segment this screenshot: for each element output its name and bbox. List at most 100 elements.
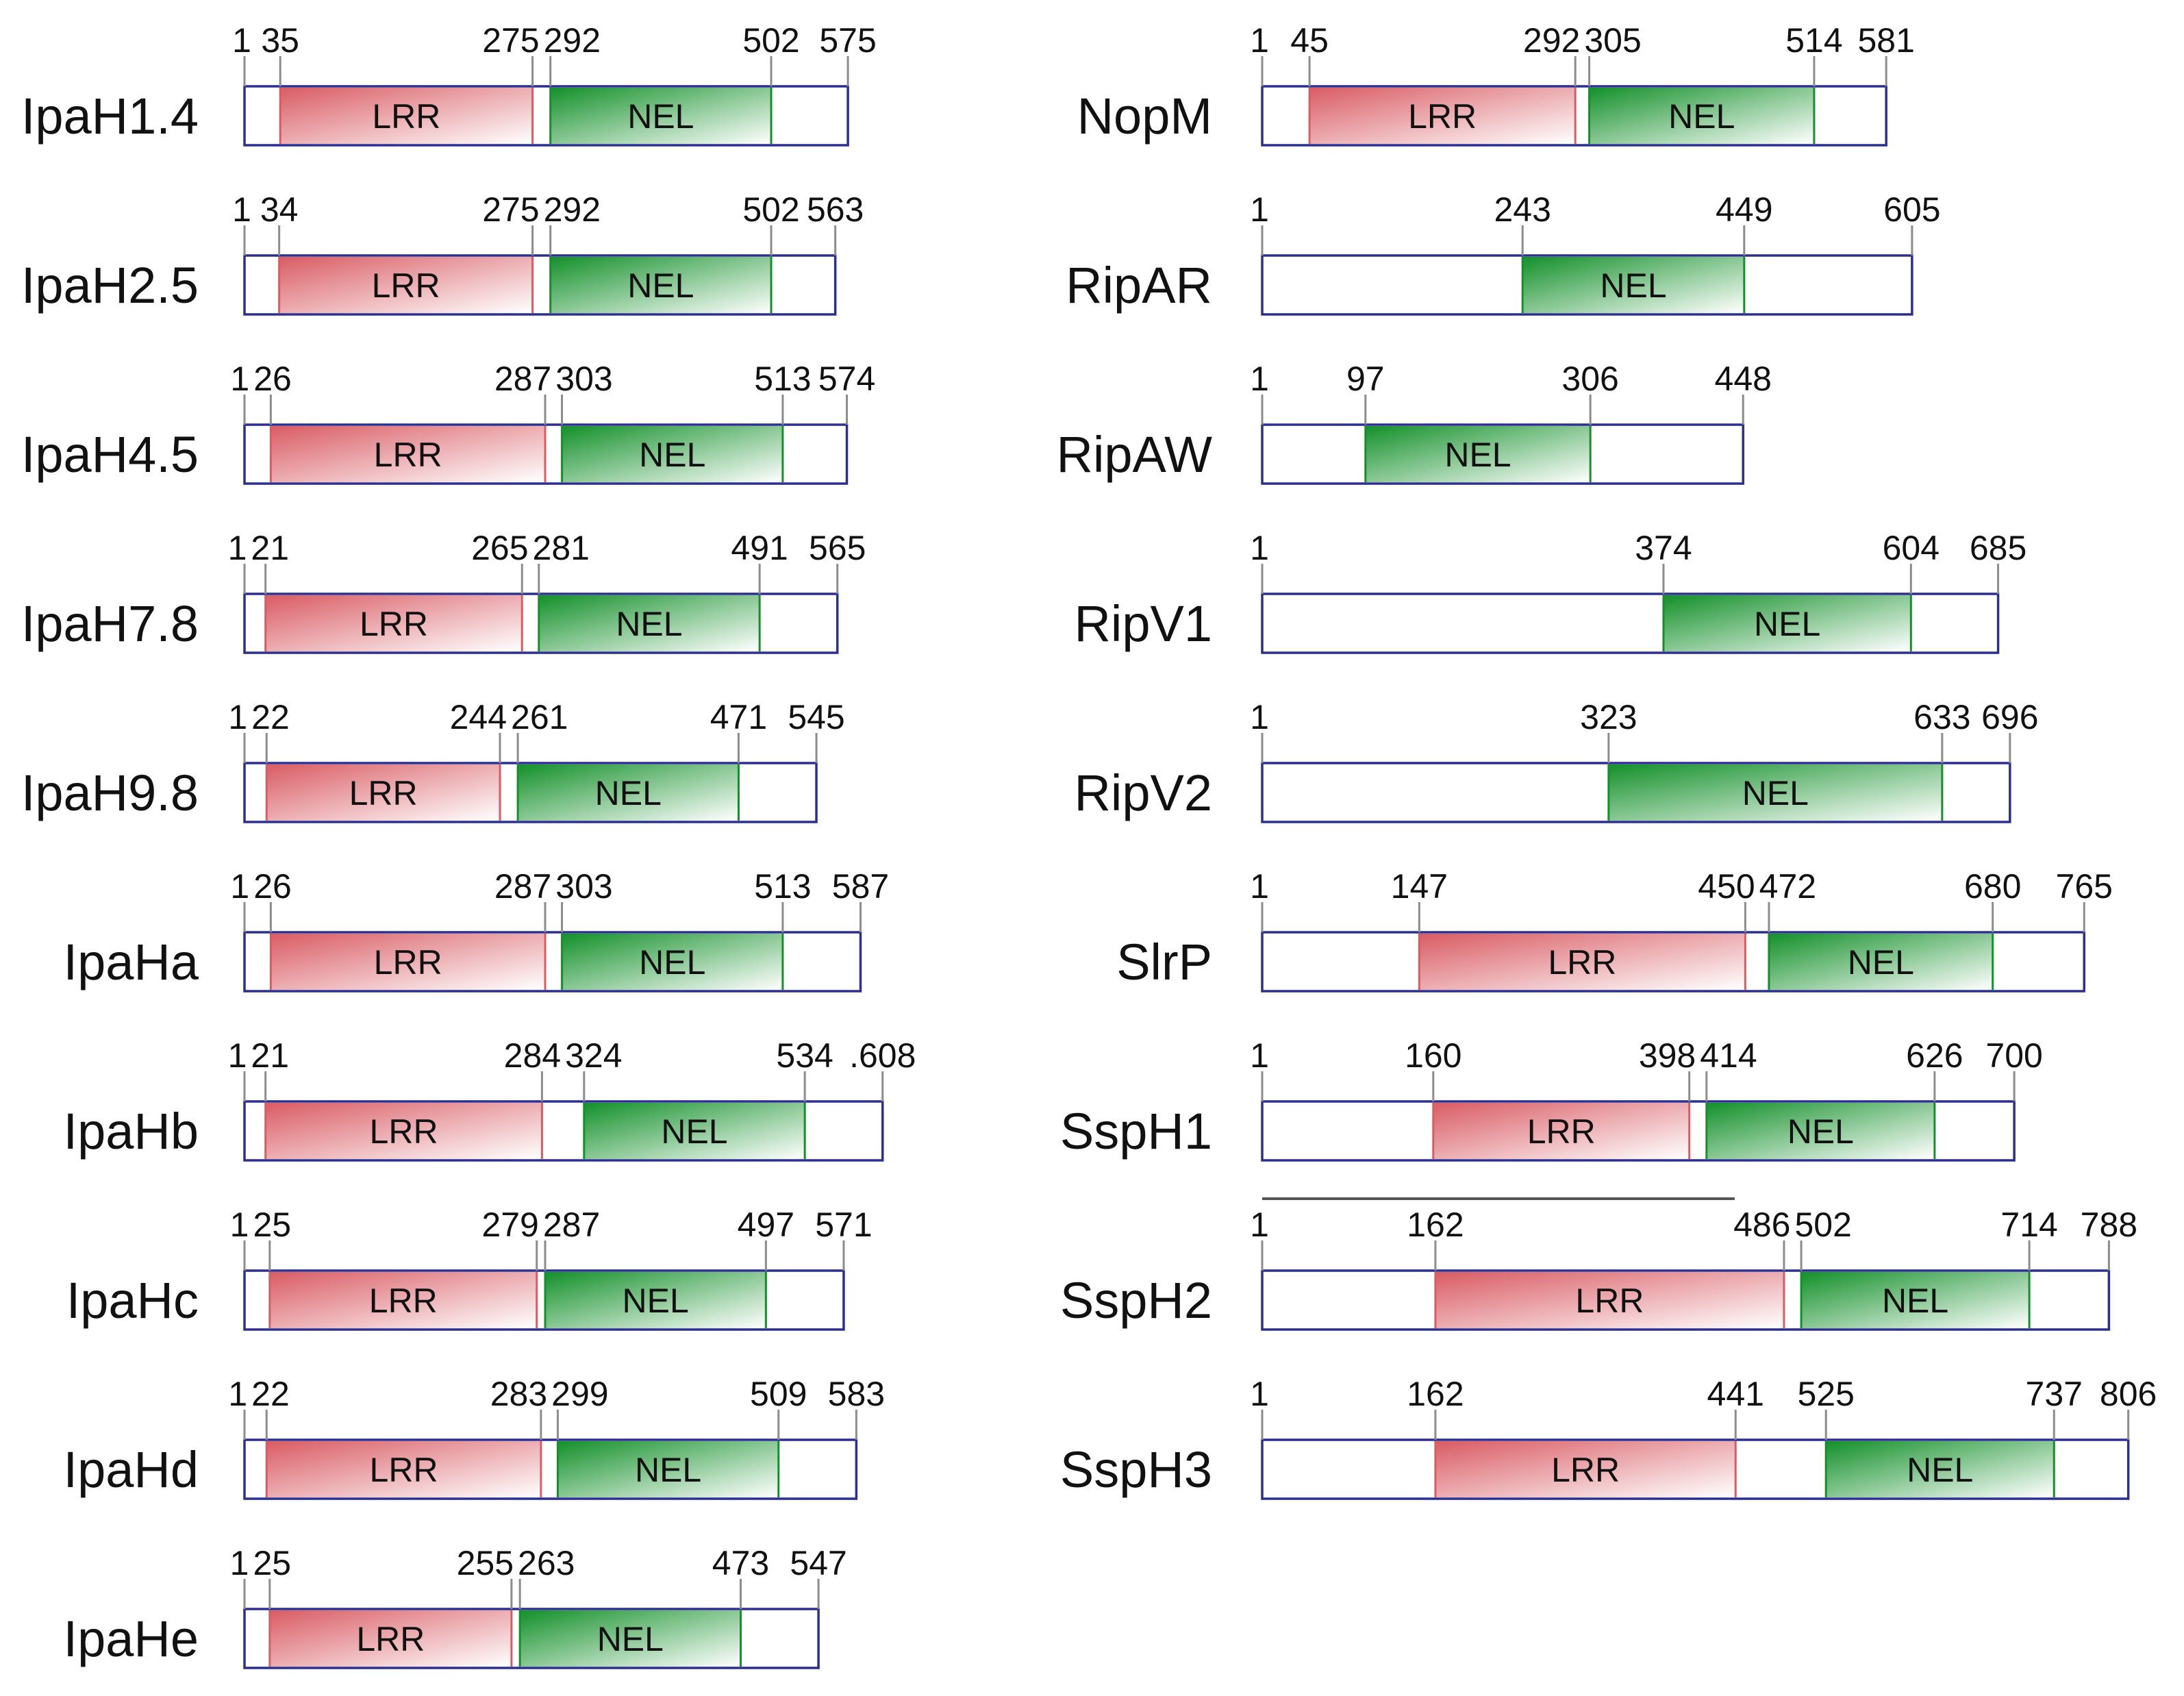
lrr-domain [1435,1441,1736,1497]
residue-label: 45 [1290,21,1329,60]
lrr-domain [271,934,546,990]
protein-ripv2: RipV2 NEL 1 323 633 696 [1074,698,2039,823]
domain-label: LRR [1548,943,1616,982]
residue-label: 275 [482,190,539,229]
protein-name: RipAR [1066,257,1212,314]
residue-label: 306 [1561,360,1618,398]
residue-label: 685 [1970,529,2026,567]
nel-domain [1522,257,1744,313]
residue-label: 633 [1913,698,1970,736]
domain-label: NEL [661,1112,727,1151]
residue-label: 287 [494,360,551,398]
protein-name: NopM [1077,88,1212,145]
residue-label: 261 [511,698,568,736]
residue-label: 513 [754,867,811,906]
nel-domain [538,595,760,651]
residue-label: 1 [230,867,249,906]
protein-name: IpaHb [64,1103,199,1160]
nel-domain [545,1272,766,1328]
protein-name: IpaH9.8 [21,764,199,821]
residue-label: 292 [544,21,601,60]
residue-label: 97 [1346,360,1385,398]
lrr-domain [1309,88,1576,144]
residue-label: 26 [253,360,292,398]
protein-ripv1: RipV1 NEL 1 374 604 685 [1074,529,2026,654]
protein-ipahd: IpaHd LRR NEL 1 22 283 299 509 583 [64,1375,885,1500]
lrr-domain [266,764,501,821]
residue-label: 1 [228,1036,247,1075]
residue-label: 1 [232,190,251,229]
lrr-domain [271,426,546,482]
nel-domain [520,1610,741,1667]
residue-label: 292 [1523,21,1580,60]
residue-label: 1 [228,1375,247,1413]
residue-label: 575 [819,21,876,60]
domain-label: NEL [1882,1282,1948,1320]
residue-label: 525 [1797,1375,1854,1413]
domain-label: LRR [372,97,440,136]
domain-label: NEL [1444,436,1511,474]
residue-label: 160 [1405,1036,1461,1075]
residue-label: 581 [1857,21,1914,60]
protein-name: IpaHe [64,1610,199,1667]
residue-label: 1 [232,21,251,60]
residue-label: 737 [2026,1375,2083,1413]
residue-label: 283 [490,1375,547,1413]
domain-label: NEL [595,774,662,812]
residue-label: 21 [251,529,289,567]
domain-label: NEL [639,943,705,982]
residue-label: 263 [518,1544,575,1582]
domain-label: NEL [623,1282,689,1320]
nel-domain [1663,595,1911,651]
residue-label: 1 [230,1206,249,1244]
lrr-domain [1435,1272,1784,1328]
domain-label: LRR [370,1451,438,1489]
residue-label: 714 [2000,1206,2057,1244]
nel-domain [1608,764,1942,821]
nel-domain [562,426,783,482]
protein-ripar: RipAR NEL 1 243 449 605 [1066,190,1941,316]
domain-label: LRR [360,605,428,643]
protein-ipah7-8: IpaH7.8 LRR NEL 1 21 265 281 491 565 [21,529,866,654]
residue-label: 574 [818,360,875,398]
lrr-domain [265,595,523,651]
residue-label: 1 [1250,1206,1269,1244]
domain-label: NEL [1848,943,1914,982]
residue-label: 502 [742,190,799,229]
domain-label: NEL [597,1620,664,1658]
protein-ipah1-4: IpaH1.4 LRR NEL 1 35 275 292 502 575 [21,21,877,147]
nel-domain [557,1441,779,1497]
residue-label: 473 [712,1544,769,1582]
residue-label: 255 [457,1544,514,1582]
protein-name: IpaH1.4 [21,88,199,145]
residue-label: 35 [261,21,299,60]
residue-label: 513 [754,360,811,398]
residue-label: 449 [1716,190,1772,229]
residue-label: 287 [494,867,551,906]
protein-ssph3: SspH3 LRR NEL 1 162 441 525 737 806 [1060,1375,2157,1500]
residue-label: 22 [251,698,290,736]
residue-label: 1 [1250,360,1269,398]
domain-label: LRR [374,943,442,982]
lrr-domain [1433,1103,1690,1159]
protein-name: SspH1 [1060,1103,1212,1160]
residue-label: 806 [2100,1375,2157,1413]
residue-label: 502 [1795,1206,1852,1244]
protein-nopm: NopM LRR NEL 1 45 292 305 514 581 [1077,21,1915,147]
protein-name: SspH3 [1060,1441,1212,1498]
residue-label: 1 [1250,1375,1269,1413]
domain-label: LRR [369,1282,438,1320]
residue-label: 583 [828,1375,885,1413]
domain-label: NEL [1787,1112,1854,1151]
residue-label: 1 [1250,21,1269,60]
domain-label: LRR [1527,1112,1596,1151]
residue-label: 25 [253,1544,291,1582]
domain-label: LRR [372,266,440,305]
residue-label: 502 [742,21,799,60]
protein-name: SlrP [1116,934,1212,990]
residue-label: 700 [1985,1036,2042,1075]
residue-label: 471 [710,698,767,736]
residue-label: 281 [533,529,590,567]
protein-ipah2-5: IpaH2.5 LRR NEL 1 34 275 292 502 563 [21,190,864,316]
